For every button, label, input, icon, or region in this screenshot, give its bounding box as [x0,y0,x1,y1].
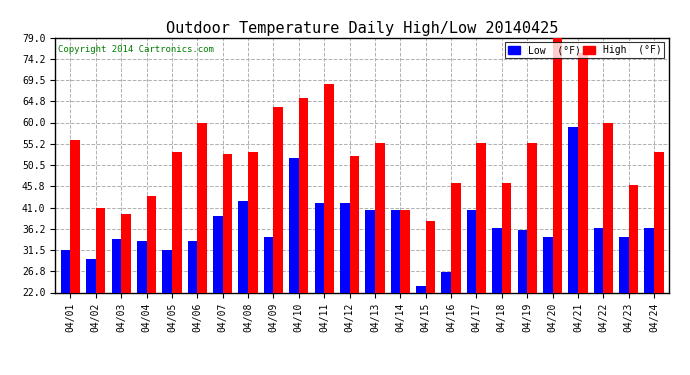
Bar [223,154,233,292]
Bar [61,250,70,292]
Bar [112,239,121,292]
Bar [416,286,426,292]
Bar [324,84,334,292]
Bar [248,152,257,292]
Bar [172,152,181,292]
Bar [365,210,375,292]
Bar [654,152,664,292]
Bar [289,158,299,292]
Bar [400,210,410,292]
Bar [375,142,384,292]
Bar [213,216,223,292]
Bar [188,241,197,292]
Bar [273,107,283,292]
Bar [644,228,654,292]
Bar [543,237,553,292]
Legend: Low  (°F), High  (°F): Low (°F), High (°F) [505,42,664,58]
Bar [239,201,248,292]
Bar [502,183,511,292]
Bar [264,237,273,292]
Bar [299,98,308,292]
Title: Outdoor Temperature Daily High/Low 20140425: Outdoor Temperature Daily High/Low 20140… [166,21,558,36]
Bar [162,250,172,292]
Bar [426,221,435,292]
Bar [350,156,359,292]
Bar [569,127,578,292]
Bar [137,241,146,292]
Bar [442,272,451,292]
Bar [593,228,603,292]
Bar [629,185,638,292]
Bar [619,237,629,292]
Bar [121,214,131,292]
Bar [391,210,400,292]
Bar [527,142,537,292]
Bar [553,38,562,292]
Bar [467,210,476,292]
Text: Copyright 2014 Cartronics.com: Copyright 2014 Cartronics.com [58,45,214,54]
Bar [96,207,106,292]
Bar [340,203,350,292]
Bar [518,230,527,292]
Bar [476,142,486,292]
Bar [146,196,156,292]
Bar [492,228,502,292]
Bar [86,259,96,292]
Bar [578,53,588,292]
Bar [315,203,324,292]
Bar [197,123,207,292]
Bar [70,140,80,292]
Bar [603,123,613,292]
Bar [451,183,461,292]
